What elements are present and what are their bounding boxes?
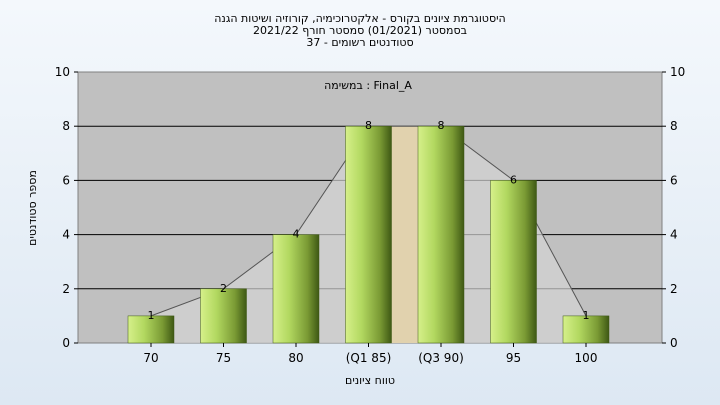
x-axis: 70 75 80 (Q1 85) (Q3 90) 95 100 — [143, 343, 597, 365]
bars — [127, 125, 610, 344]
y-tick-label-right: 0 — [670, 336, 678, 350]
chart-annotation: במשימה : Final_A — [324, 79, 412, 92]
bar — [272, 234, 320, 344]
bar — [490, 180, 537, 344]
bar — [200, 288, 247, 344]
chart-title-line-1: היסטוגרמת ציונים בקורס - אלקטרוכימיה, קו… — [214, 12, 506, 25]
chart-title-line-2: בסמסטר (01/2021) סמסטר חורף 2021/22 — [253, 24, 467, 37]
y-axis-left: 0 2 4 6 8 10 — [55, 65, 78, 350]
bar — [562, 315, 610, 344]
x-tick-label: 75 — [216, 351, 231, 365]
y-tick-label-right: 6 — [670, 173, 678, 187]
y-tick-label-left: 2 — [62, 282, 70, 296]
y-tick-label-left: 10 — [55, 65, 70, 79]
x-tick-label: 70 — [143, 351, 158, 365]
y-tick-label-right: 4 — [670, 228, 678, 242]
y-tick-label-left: 6 — [62, 173, 70, 187]
bar-value-label: 8 — [438, 119, 445, 132]
bar-value-label: 8 — [365, 119, 372, 132]
y-tick-label-left: 8 — [62, 119, 70, 133]
bar — [345, 125, 392, 344]
y-axis-label: מספר סטודנטים — [26, 170, 39, 246]
y-tick-label-left: 4 — [62, 228, 70, 242]
data-labels: 1 2 4 8 8 6 1 — [148, 119, 590, 322]
y-tick-label-right: 8 — [670, 119, 678, 133]
bar-value-label: 4 — [293, 228, 300, 241]
x-tick-label: 95 — [506, 351, 521, 365]
bar-value-label: 1 — [583, 309, 590, 322]
bar — [127, 315, 175, 344]
y-tick-label-left: 0 — [62, 336, 70, 350]
y-tick-label-right: 10 — [670, 65, 685, 79]
x-tick-label: (Q3 90) — [418, 351, 464, 365]
y-axis-right: 0 2 4 6 8 10 — [662, 65, 685, 350]
bar-value-label: 1 — [148, 309, 155, 322]
chart-title-line-3: סטודנטים רשומים - 37 — [306, 36, 414, 49]
bar-value-label: 2 — [220, 282, 227, 295]
x-axis-label: טווח ציונים — [345, 374, 395, 387]
x-tick-label: 100 — [575, 351, 598, 365]
bar — [417, 125, 465, 344]
x-tick-label: (Q1 85) — [346, 351, 392, 365]
x-tick-label: 80 — [288, 351, 303, 365]
bar-value-label: 6 — [510, 173, 517, 186]
y-tick-label-right: 2 — [670, 282, 678, 296]
